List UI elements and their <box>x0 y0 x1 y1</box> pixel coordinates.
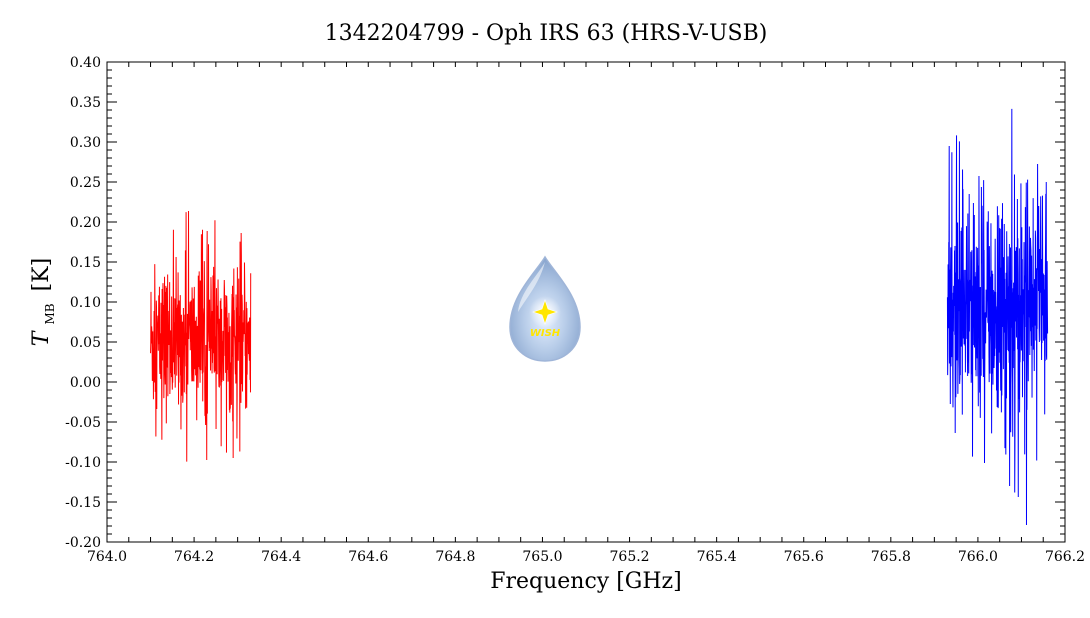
x-tick-label: 764.2 <box>174 549 214 565</box>
y-tick-label: 0.25 <box>70 175 101 191</box>
y-axis-label-main: T <box>29 329 54 346</box>
y-tick-label: 0.10 <box>70 295 101 311</box>
x-tick-label: 765.8 <box>871 549 911 565</box>
x-tick-label: 765.4 <box>697 549 737 565</box>
x-axis: 764.0 764.2 764.4 764.6 764.8 765.0 765.2 765.4… <box>87 62 1085 565</box>
y-tick-label: 0.15 <box>70 255 101 271</box>
spectrum-series-1 <box>150 211 252 462</box>
series-layer <box>150 108 1049 525</box>
x-tick-label: 764.8 <box>435 549 475 565</box>
x-tick-label: 765.6 <box>784 549 824 565</box>
y-tick-label: -0.15 <box>65 495 101 511</box>
wish-drop-highlight <box>518 262 545 312</box>
x-tick-label: 765.0 <box>522 549 562 565</box>
y-tick-label: 0.20 <box>70 215 101 231</box>
y-tick-label: 0.35 <box>70 95 101 111</box>
chart-title: 1342204799 - Oph IRS 63 (HRS-V-USB) <box>325 21 768 46</box>
x-tick-label: 764.4 <box>261 549 301 565</box>
svg-text:T MB [K]: T MB [K] <box>29 258 60 346</box>
y-tick-label: -0.10 <box>65 455 101 471</box>
x-axis-label: Frequency [GHz] <box>490 569 682 594</box>
y-axis-label-unit: [K] <box>29 258 54 292</box>
y-axis-label-sub: MB <box>43 303 57 324</box>
x-tick-label: 766.2 <box>1045 549 1085 565</box>
spectrum-series-2 <box>946 108 1049 525</box>
y-tick-label: 0.30 <box>70 135 101 151</box>
x-tick-label: 764.6 <box>348 549 388 565</box>
y-tick-label: -0.05 <box>65 415 101 431</box>
y-tick-label: -0.20 <box>65 535 101 551</box>
x-tick-label: 765.2 <box>610 549 650 565</box>
wish-star-icon <box>532 299 558 325</box>
y-tick-label: 0.05 <box>70 335 101 351</box>
x-tick-label: 766.0 <box>958 549 998 565</box>
wish-logo-text: WISH <box>530 328 561 339</box>
y-axis: -0.20 -0.15 -0.10 -0.05 0.00 0.05 0.10 0.15 0.20… <box>65 55 1065 551</box>
wish-logo: WISH <box>509 255 581 362</box>
y-tick-label: 0.00 <box>70 375 101 391</box>
y-tick-label: 0.40 <box>70 55 101 71</box>
x-tick-label: 764.0 <box>87 549 127 565</box>
y-axis-label: T MB [K] <box>29 258 60 346</box>
